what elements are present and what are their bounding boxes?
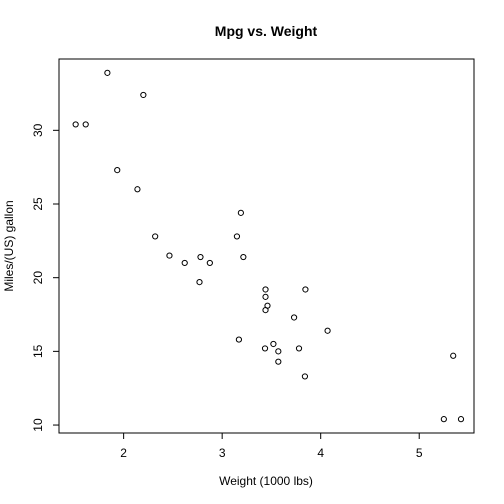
data-point [181, 259, 188, 267]
data-point [235, 336, 243, 343]
data-point [134, 186, 141, 193]
x-tick-label: 4 [317, 446, 324, 460]
y-tick-label: 30 [31, 123, 45, 137]
data-point [196, 279, 203, 286]
data-point [301, 373, 309, 380]
data-point [206, 259, 213, 267]
data-point [82, 121, 89, 128]
data-point [275, 358, 282, 365]
data-point [450, 352, 457, 359]
data-point [457, 416, 465, 423]
data-point [262, 286, 269, 293]
plot-area-border [58, 58, 475, 434]
data-point [114, 167, 121, 174]
x-tick-label: 2 [120, 446, 127, 460]
data-point [233, 233, 241, 240]
data-point [440, 416, 447, 423]
data-point [261, 345, 269, 352]
y-tick-label: 15 [31, 344, 45, 358]
chart-title: Mpg vs. Weight [215, 23, 318, 39]
data-point [237, 209, 244, 216]
data-point [302, 286, 309, 293]
data-point [262, 307, 269, 314]
data-point [72, 121, 79, 128]
data-point [290, 314, 298, 321]
x-tick-label: 3 [219, 446, 226, 460]
data-point [240, 253, 247, 261]
y-tick-label: 10 [31, 418, 45, 432]
data-point [262, 293, 269, 300]
x-axis-label: Weight (1000 lbs) [219, 474, 313, 488]
data-point [152, 233, 159, 240]
data-point [275, 348, 282, 355]
data-point [197, 253, 204, 261]
data-point [104, 69, 111, 76]
x-axis: 2 3 4 5 [120, 432, 423, 460]
y-tick-label: 25 [31, 197, 45, 211]
data-point [166, 252, 173, 259]
x-tick-label: 5 [416, 446, 423, 460]
data-point [295, 345, 303, 352]
data-point [140, 91, 147, 99]
data-points [72, 69, 465, 423]
data-point [270, 340, 277, 348]
data-point [324, 327, 331, 334]
y-axis-label: Miles/(US) gallon [2, 200, 16, 291]
y-axis: 10 15 20 25 30 [31, 123, 60, 432]
y-tick-label: 20 [31, 271, 45, 285]
